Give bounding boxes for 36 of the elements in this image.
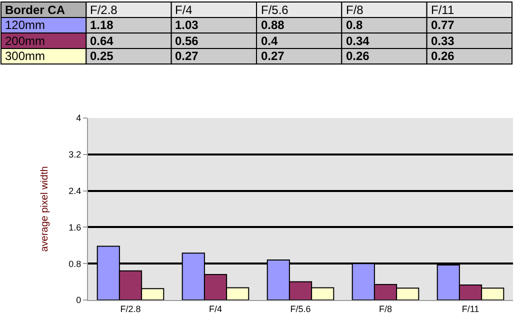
x-tick-label: F/2.8 [120,304,141,314]
text: 120mm [5,18,46,32]
x-tick-label: F/8 [378,304,392,314]
legend-title: Border CA [5,3,66,17]
x-tick-label: F/5.6 [290,304,311,314]
y-axis-title: average pixel width [40,166,51,252]
y-tick-label: 4 [76,113,82,124]
text: 300mm [5,49,46,63]
data-label: 0.25 [90,49,114,63]
data-label: 0.88 [261,18,285,32]
data-label: 0.27 [175,49,199,63]
category-label: F/2.8 [90,3,118,17]
x-tick-label: F/11 [462,304,480,314]
text: 200mm [5,34,46,48]
y-tick-label: 0.8 [68,258,82,269]
data-label: 0.27 [261,49,285,63]
y-tick-label: 1.6 [68,222,82,232]
category-label: F/5.6 [261,3,288,17]
category-label: F/4 [175,3,192,17]
data-label: 1.18 [90,18,114,32]
data-label: 0.26 [346,49,370,63]
data-label: 0.33 [431,34,455,48]
data-label: 0.56 [175,34,199,48]
y-tick-label: 2.4 [68,186,82,196]
data-label: 0.77 [431,18,455,32]
data-label: 0.64 [90,34,114,48]
data-label: 0.34 [346,34,370,48]
category-label: F/11 [431,3,454,17]
data-label: 0.26 [431,49,455,63]
category-label: F/8 [346,3,364,17]
x-tick-label: F/4 [208,304,222,314]
data-label: 1.03 [175,18,199,32]
y-tick-label: 0 [76,295,82,306]
data-label: 0.4 [261,34,278,48]
data-label: 0.8 [346,18,364,32]
y-tick-label: 3.2 [68,150,82,160]
